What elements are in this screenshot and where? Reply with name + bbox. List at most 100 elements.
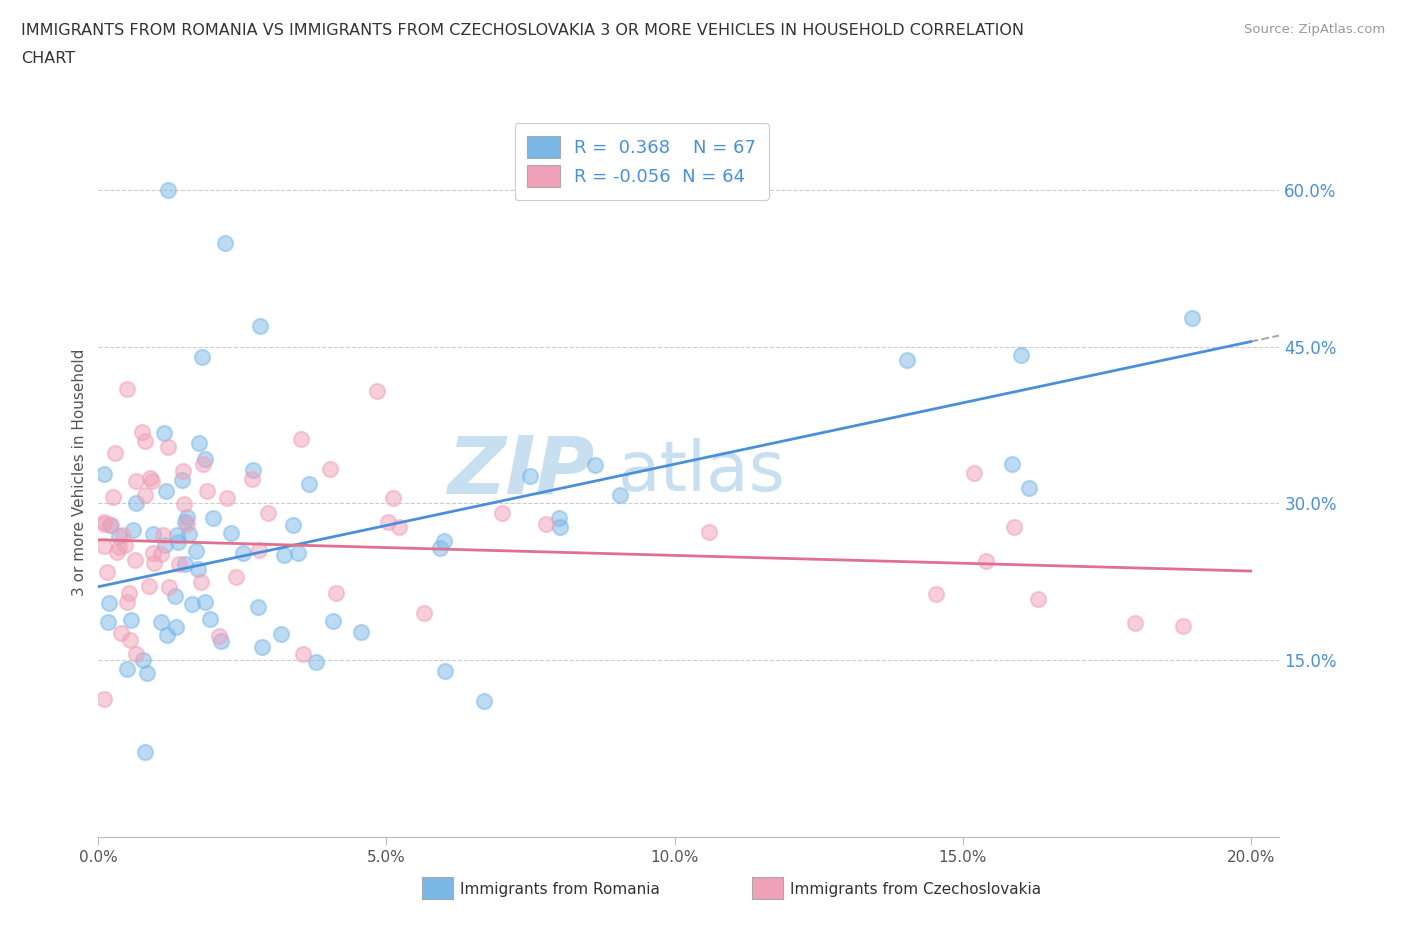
Point [157, 579, 180, 594]
Point [219, 525, 242, 540]
Point [249, 319, 271, 334]
Point [125, 646, 148, 661]
Point [377, 514, 399, 529]
Point [93, 538, 115, 553]
Point [1026, 591, 1049, 606]
Point [174, 556, 197, 571]
Point [93, 515, 115, 530]
Point [155, 484, 177, 498]
Point [257, 505, 280, 520]
Point [191, 350, 214, 365]
Point [322, 614, 344, 629]
Point [172, 463, 194, 478]
Point [412, 605, 434, 620]
Point [115, 381, 138, 396]
Point [191, 457, 214, 472]
Point [366, 383, 388, 398]
Point [93, 691, 115, 706]
Point [246, 599, 269, 614]
Point [925, 587, 948, 602]
Point [325, 585, 347, 600]
Point [190, 575, 212, 590]
Point [1181, 311, 1204, 325]
Point [108, 529, 131, 544]
Point [896, 352, 918, 367]
Point [132, 652, 155, 667]
Point [548, 520, 571, 535]
Point [194, 594, 217, 609]
Point [198, 611, 221, 626]
Point [134, 744, 156, 759]
Point [433, 533, 456, 548]
Point [429, 540, 451, 555]
Point [165, 619, 187, 634]
Point [141, 473, 163, 488]
Point [548, 511, 571, 525]
Point [100, 518, 122, 533]
Point [1004, 519, 1026, 534]
Point [194, 452, 217, 467]
Point [298, 476, 321, 491]
Point [433, 664, 456, 679]
Point [208, 629, 231, 644]
Point [122, 523, 145, 538]
Point [105, 545, 128, 560]
Point [1010, 348, 1032, 363]
Point [290, 432, 312, 446]
Point [214, 235, 236, 250]
Point [166, 527, 188, 542]
Point [134, 433, 156, 448]
Point [176, 510, 198, 525]
Point [150, 615, 173, 630]
Point [149, 547, 172, 562]
Point [103, 489, 125, 504]
Point [120, 632, 142, 647]
Point [209, 634, 232, 649]
Point [165, 589, 187, 604]
Point [143, 556, 166, 571]
Point [152, 527, 174, 542]
Point [142, 546, 165, 561]
Point [138, 579, 160, 594]
Point [305, 655, 328, 670]
Point [187, 561, 209, 576]
Legend: R =  0.368    N = 67, R = -0.056  N = 64: R = 0.368 N = 67, R = -0.056 N = 64 [515, 124, 769, 200]
Point [240, 472, 263, 487]
Text: IMMIGRANTS FROM ROMANIA VS IMMIGRANTS FROM CZECHOSLOVAKIA 3 OR MORE VEHICLES IN : IMMIGRANTS FROM ROMANIA VS IMMIGRANTS FR… [21, 23, 1024, 38]
Point [125, 473, 148, 488]
Point [242, 462, 264, 477]
Point [583, 458, 606, 472]
Point [472, 694, 495, 709]
Point [156, 627, 179, 642]
Point [115, 662, 138, 677]
Point [156, 183, 179, 198]
Point [104, 445, 127, 460]
Point [179, 526, 201, 541]
Point [232, 546, 254, 561]
Point [107, 539, 129, 554]
Point [281, 518, 304, 533]
Point [93, 466, 115, 481]
Point [974, 554, 997, 569]
Text: Immigrants from Romania: Immigrants from Romania [460, 882, 659, 897]
Text: atlas: atlas [619, 438, 786, 506]
Point [167, 535, 190, 550]
Point [270, 627, 292, 642]
Point [118, 585, 141, 600]
Point [349, 625, 371, 640]
Point [112, 527, 135, 542]
Y-axis label: 3 or more Vehicles in Household: 3 or more Vehicles in Household [72, 349, 87, 595]
Text: Immigrants from Czechoslovakia: Immigrants from Czechoslovakia [790, 882, 1042, 897]
Point [1001, 457, 1024, 472]
Point [114, 538, 136, 552]
Point [225, 569, 247, 584]
Point [136, 665, 159, 680]
Text: Source: ZipAtlas.com: Source: ZipAtlas.com [1244, 23, 1385, 36]
Point [125, 495, 148, 510]
Point [156, 440, 179, 455]
Point [534, 516, 557, 531]
Point [287, 545, 309, 560]
Point [519, 469, 541, 484]
Point [184, 544, 207, 559]
Point [153, 538, 176, 552]
